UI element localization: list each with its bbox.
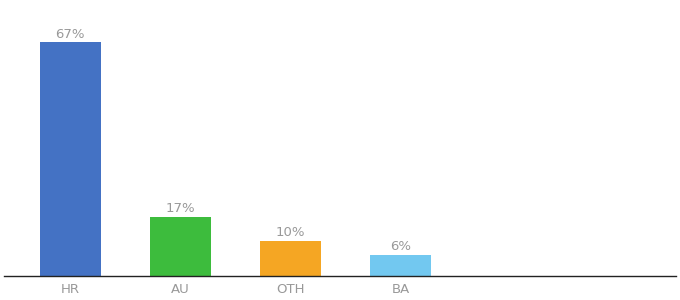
Bar [150,217,211,276]
Text: 17%: 17% [165,202,195,215]
Text: 6%: 6% [390,240,411,253]
Text: 67%: 67% [56,28,85,41]
Bar [40,43,101,276]
Bar [371,255,431,276]
Text: 10%: 10% [275,226,305,239]
Bar [260,241,321,276]
